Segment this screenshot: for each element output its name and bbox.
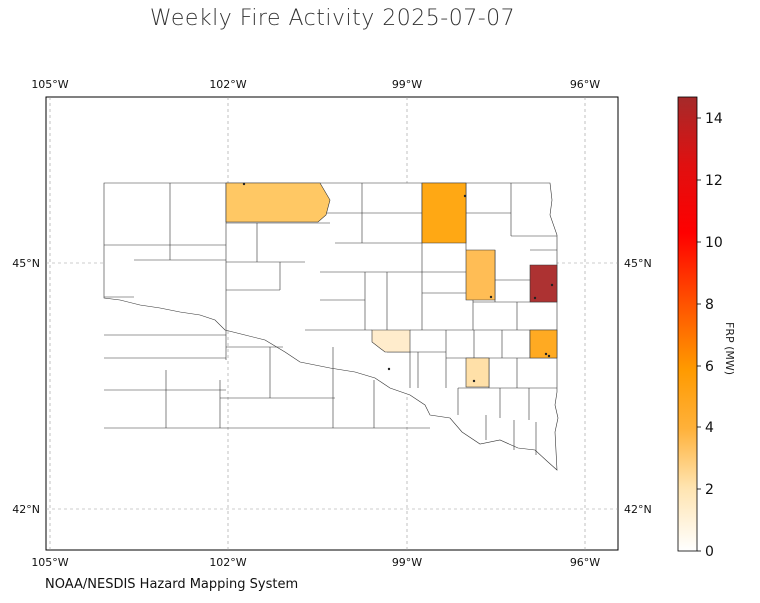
state-outline	[103, 182, 559, 471]
lat-tick: 45°N	[12, 257, 40, 270]
lon-ticks-bottom: 105°W 102°W 99°W 96°W	[31, 556, 600, 569]
lon-tick: 99°W	[392, 78, 422, 91]
lon-tick: 102°W	[209, 78, 246, 91]
lat-ticks-right: 45°N 42°N	[624, 257, 652, 516]
lon-tick: 105°W	[31, 556, 68, 569]
colorbar-tick: 4	[705, 420, 714, 436]
colorbar-tick-labels: 0 2 4 6 8 10 12 14	[705, 111, 723, 560]
colorbar-ticks	[697, 117, 701, 552]
lon-tick: 102°W	[209, 556, 246, 569]
county-brookings-area	[529, 264, 558, 303]
colorbar-tick: 2	[705, 482, 714, 498]
county-jerauld-area	[371, 329, 411, 353]
colorbar-tick: 6	[705, 359, 714, 375]
county-brown-area	[421, 182, 467, 244]
lon-tick: 96°W	[570, 78, 600, 91]
lon-tick: 105°W	[31, 78, 68, 91]
colorbar-tick: 14	[705, 111, 723, 127]
county-harding-area	[225, 182, 331, 223]
fire-points	[242, 182, 554, 383]
county-hutchinson-area	[465, 357, 490, 388]
lon-tick: 96°W	[570, 556, 600, 569]
lat-tick: 42°N	[624, 503, 652, 516]
lat-tick: 42°N	[12, 503, 40, 516]
colorbar	[677, 96, 698, 552]
county-spink-area	[465, 249, 496, 301]
lat-ticks-left: 45°N 42°N	[12, 257, 40, 516]
map-title: Weekly Fire Activity 2025-07-07	[149, 6, 516, 31]
colorbar-tick: 10	[705, 235, 723, 251]
data-source: NOAA/NESDIS Hazard Mapping System	[45, 577, 299, 592]
colorbar-label: FRP (MW)	[723, 322, 736, 376]
lat-tick: 45°N	[624, 257, 652, 270]
colorbar-tick: 8	[705, 297, 714, 313]
county-minnehaha-area	[529, 329, 558, 359]
colorbar-tick: 12	[705, 173, 723, 189]
lon-ticks-top: 105°W 102°W 99°W 96°W	[31, 78, 600, 91]
county-map	[103, 182, 559, 471]
colorbar-tick: 0	[705, 544, 714, 560]
lon-tick: 99°W	[392, 556, 422, 569]
